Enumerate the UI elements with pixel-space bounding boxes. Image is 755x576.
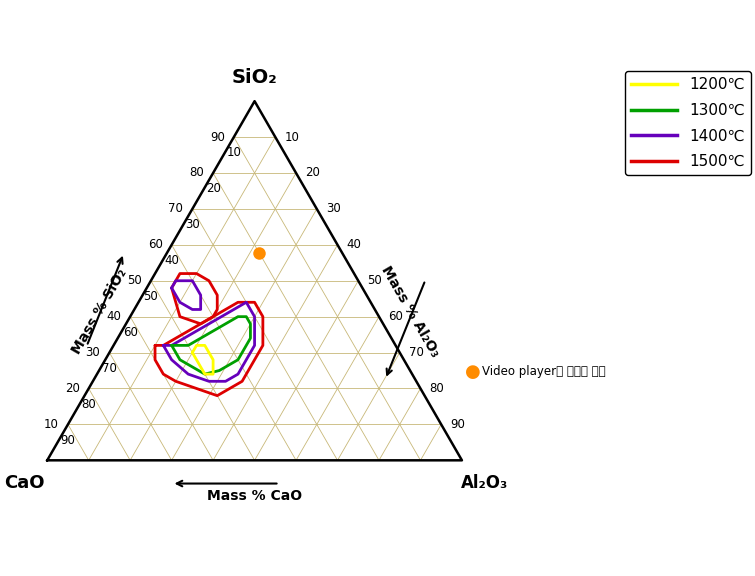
Text: SiO₂: SiO₂ [232,67,277,86]
Text: Mass % Al₂O₃: Mass % Al₂O₃ [378,263,442,359]
Text: Mass % CaO: Mass % CaO [207,488,302,502]
Text: 90: 90 [210,131,225,143]
Text: 40: 40 [106,310,121,323]
Text: 60: 60 [123,326,137,339]
Text: Al₂O₃: Al₂O₃ [461,473,508,491]
Text: 40: 40 [347,238,362,251]
Text: 10: 10 [44,418,59,431]
Text: ●: ● [465,362,481,381]
Text: Video player의 슬래그 용점: Video player의 슬래그 용점 [482,365,606,378]
Text: 70: 70 [168,202,183,215]
Text: 60: 60 [148,238,162,251]
Text: 40: 40 [164,254,179,267]
Text: 90: 90 [60,434,76,446]
Text: 10: 10 [226,146,242,159]
Text: Mass % SiO₂: Mass % SiO₂ [69,266,129,356]
Text: CaO: CaO [5,473,45,491]
Text: 20: 20 [205,182,220,195]
Text: 90: 90 [450,418,465,431]
Text: 70: 70 [102,362,117,375]
Text: 20: 20 [65,382,79,395]
Text: 30: 30 [85,346,100,359]
Text: 30: 30 [185,218,200,231]
Text: 20: 20 [305,166,320,180]
Text: 30: 30 [326,202,341,215]
Text: 60: 60 [388,310,403,323]
Text: 80: 80 [430,382,445,395]
Text: 70: 70 [409,346,424,359]
Legend: 1200℃, 1300℃, 1400℃, 1500℃: 1200℃, 1300℃, 1400℃, 1500℃ [624,71,750,176]
Text: 50: 50 [127,274,142,287]
Text: 10: 10 [285,131,299,143]
Text: 80: 80 [190,166,204,180]
Text: 80: 80 [82,397,96,411]
Text: 50: 50 [143,290,159,303]
Text: 50: 50 [368,274,382,287]
